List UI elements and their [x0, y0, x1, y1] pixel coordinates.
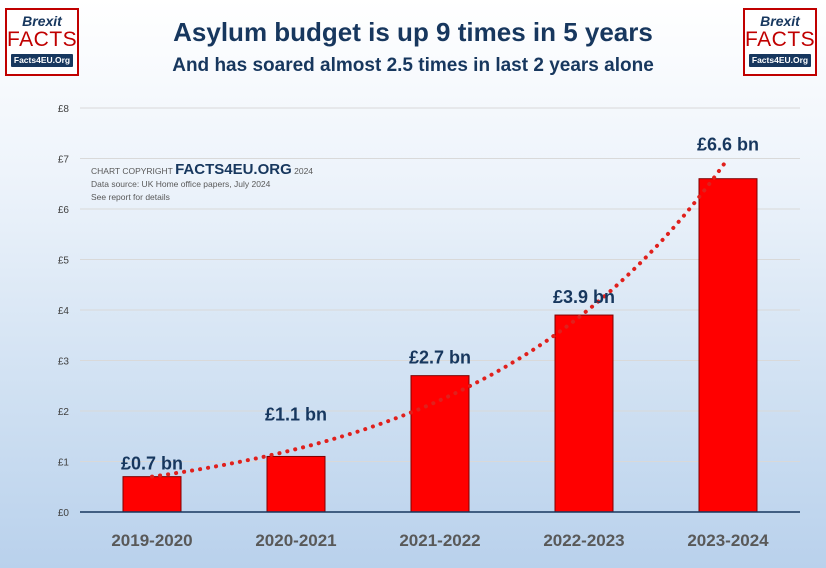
bar-2019-2020: [122, 476, 182, 513]
y-tick-label: £1: [58, 458, 70, 469]
trend-line: [150, 156, 730, 479]
data-label: £0.7 bn: [121, 454, 183, 474]
x-tick-label: 2023-2024: [687, 531, 769, 550]
x-tick-label: 2021-2022: [399, 531, 480, 550]
brexit-facts-logo-right: Brexit FACTS Facts4EU.Org: [743, 8, 817, 76]
data-source: Data source: UK Home office papers, July…: [91, 179, 271, 189]
data-label: £2.7 bn: [409, 348, 471, 368]
y-tick-label: £3: [58, 357, 70, 368]
copyright-line: CHART COPYRIGHT FACTS4EU.ORG 2024: [91, 161, 314, 178]
logo-line3: Facts4EU.Org: [11, 54, 73, 67]
y-tick-label: £5: [58, 256, 70, 267]
data-label: £1.1 bn: [265, 404, 327, 424]
logo-line1: Brexit: [760, 13, 800, 29]
bar-2021-2022: [410, 375, 470, 513]
logo-line1: Brexit: [22, 13, 62, 29]
report-note: See report for details: [91, 192, 170, 202]
chart-title: Asylum budget is up 9 times in 5 years: [173, 17, 653, 47]
chart-subtitle: And has soared almost 2.5 times in last …: [172, 55, 654, 76]
copyright-notice: CHART COPYRIGHT FACTS4EU.ORG 2024 Data s…: [91, 161, 314, 204]
y-tick-label: £8: [58, 104, 70, 115]
logo-line2: FACTS: [745, 28, 816, 51]
y-tick-label: £7: [58, 155, 70, 166]
x-tick-label: 2019-2020: [111, 531, 192, 550]
bar-2020-2021: [266, 455, 326, 513]
copyright-brand: FACTS4EU.ORG: [175, 161, 292, 178]
x-tick-label: 2022-2023: [543, 531, 624, 550]
y-tick-label: £2: [58, 407, 70, 418]
copyright-year: 2024: [291, 166, 314, 176]
copyright-prefix: CHART COPYRIGHT: [91, 166, 176, 176]
data-label: £6.6 bn: [697, 135, 759, 155]
bar-2023-2024: [698, 178, 758, 513]
y-tick-label: £6: [58, 205, 70, 216]
brexit-facts-logo-left: Brexit FACTS Facts4EU.Org: [5, 8, 79, 76]
y-tick-label: £0: [58, 508, 70, 519]
data-label: £3.9 bn: [553, 287, 615, 307]
x-tick-label: 2020-2021: [255, 531, 336, 550]
logo-line2: FACTS: [7, 28, 78, 51]
bar-2022-2023: [554, 314, 614, 513]
logo-line3: Facts4EU.Org: [749, 54, 811, 67]
y-tick-label: £4: [58, 306, 70, 317]
